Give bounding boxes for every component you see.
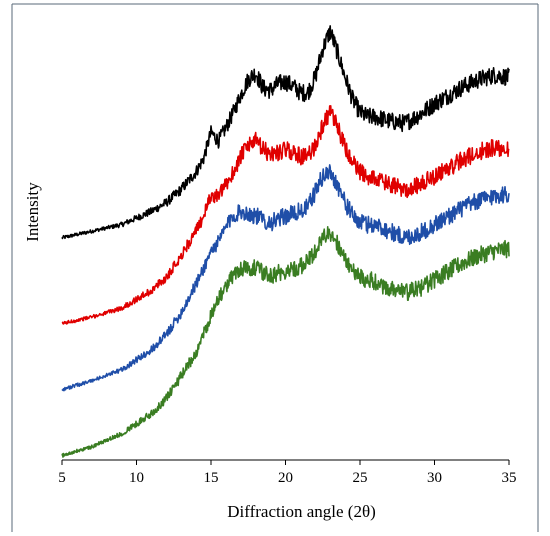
x-tick-label: 20 <box>278 470 293 486</box>
x-tick-label: 10 <box>129 470 144 486</box>
x-tick-label: 5 <box>58 470 66 486</box>
series-line-2 <box>61 105 510 325</box>
x-tick-label: 25 <box>353 470 368 486</box>
series-line-4 <box>61 226 510 458</box>
x-axis-ticks: 5 10 15 20 25 30 35 <box>58 460 517 486</box>
x-tick-label: 30 <box>427 470 442 486</box>
series-line-1 <box>61 25 510 240</box>
x-tick-label: 15 <box>204 470 219 486</box>
y-axis-title: Intensity <box>23 182 42 242</box>
x-axis-title: Diffraction angle (2θ) <box>227 502 376 521</box>
series-layer <box>61 25 510 458</box>
x-tick-label: 35 <box>502 470 517 486</box>
series-line-3 <box>61 164 510 392</box>
